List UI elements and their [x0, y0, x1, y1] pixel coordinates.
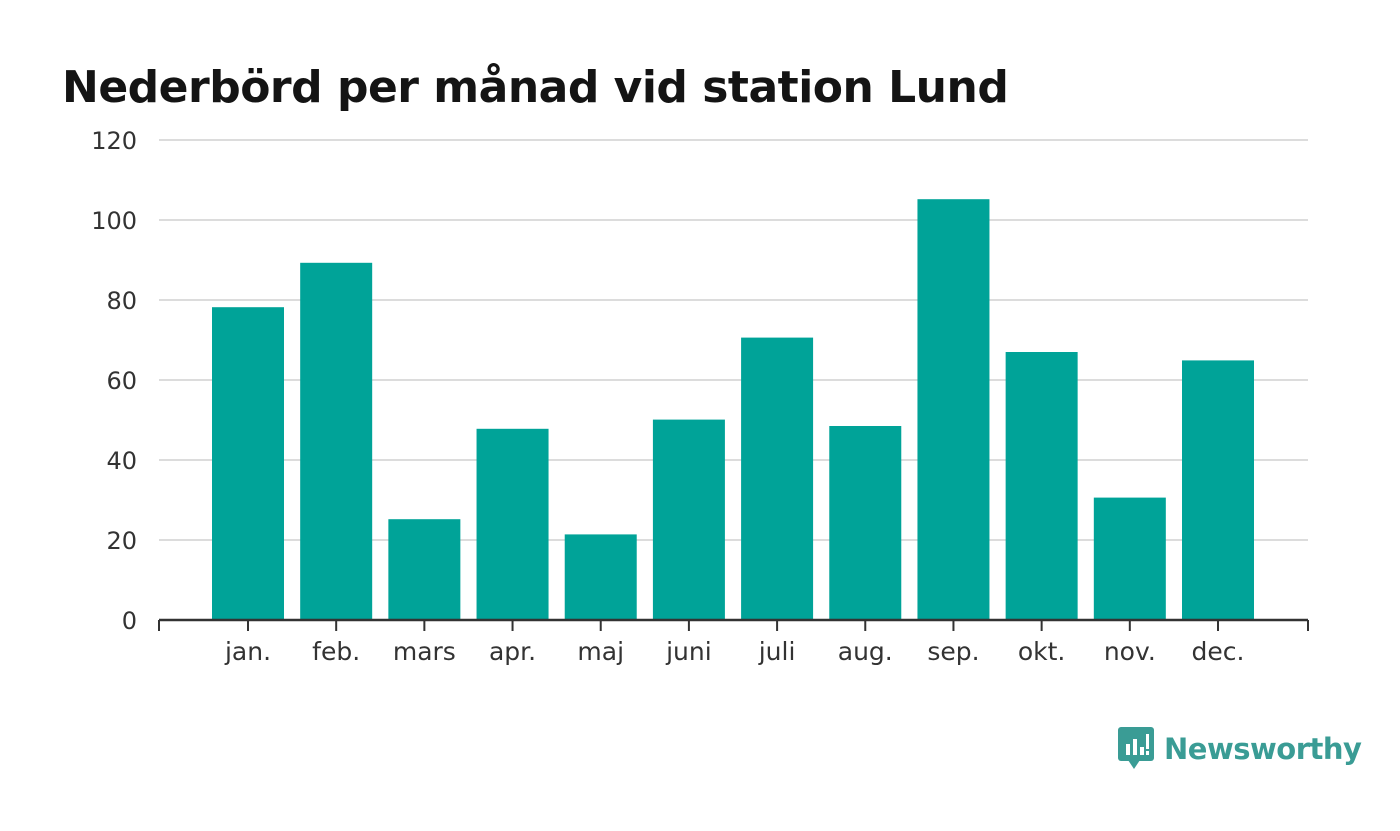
bar-maj	[564, 534, 637, 620]
brand-name: Newsworthy	[1164, 732, 1362, 766]
x-tick-label: juli	[758, 637, 796, 666]
bar-nov	[1093, 497, 1166, 620]
bar-apr	[476, 428, 549, 620]
x-tick-label: juni	[665, 637, 712, 666]
y-tick-label: 40	[106, 447, 137, 475]
x-tick-label: okt.	[1018, 637, 1066, 666]
x-tick-label: apr.	[489, 637, 536, 666]
bar-okt	[1005, 352, 1078, 620]
x-tick-label: feb.	[312, 637, 360, 666]
x-tick-label: jan.	[224, 637, 271, 666]
x-tick-label: mars	[393, 637, 456, 666]
bar-juni	[652, 419, 725, 620]
y-tick-label: 120	[91, 127, 137, 155]
y-tick-label: 80	[106, 287, 137, 315]
bar-juli	[741, 337, 814, 620]
y-tick-label: 20	[106, 527, 137, 555]
newsworthy-logo-icon	[1118, 727, 1154, 769]
bar-feb	[300, 262, 373, 620]
y-axis-ticks: 0 20 40 60 80 100 120	[91, 127, 137, 635]
y-tick-label: 0	[122, 607, 137, 635]
x-axis	[158, 618, 1309, 631]
bar-jan	[212, 307, 284, 620]
x-tick-label: nov.	[1104, 637, 1156, 666]
chart-title: Nederbörd per månad vid station Lund	[62, 62, 1009, 113]
y-tick-label: 100	[91, 207, 137, 235]
newsworthy-brand: Newsworthy	[1118, 726, 1362, 772]
bar-mars	[388, 519, 461, 620]
bar-aug	[829, 426, 902, 620]
y-tick-label: 60	[106, 367, 137, 395]
bars	[212, 199, 1254, 620]
x-tick-label: maj	[577, 637, 624, 666]
x-tick-label: dec.	[1192, 637, 1245, 666]
bar-sep	[917, 199, 990, 620]
x-tick-label: sep.	[927, 637, 979, 666]
bar-dec	[1182, 360, 1254, 620]
x-tick-label: aug.	[838, 637, 893, 666]
x-axis-ticks: jan. feb. mars apr. maj juni juli aug. sep. okt. n…	[224, 637, 1245, 666]
